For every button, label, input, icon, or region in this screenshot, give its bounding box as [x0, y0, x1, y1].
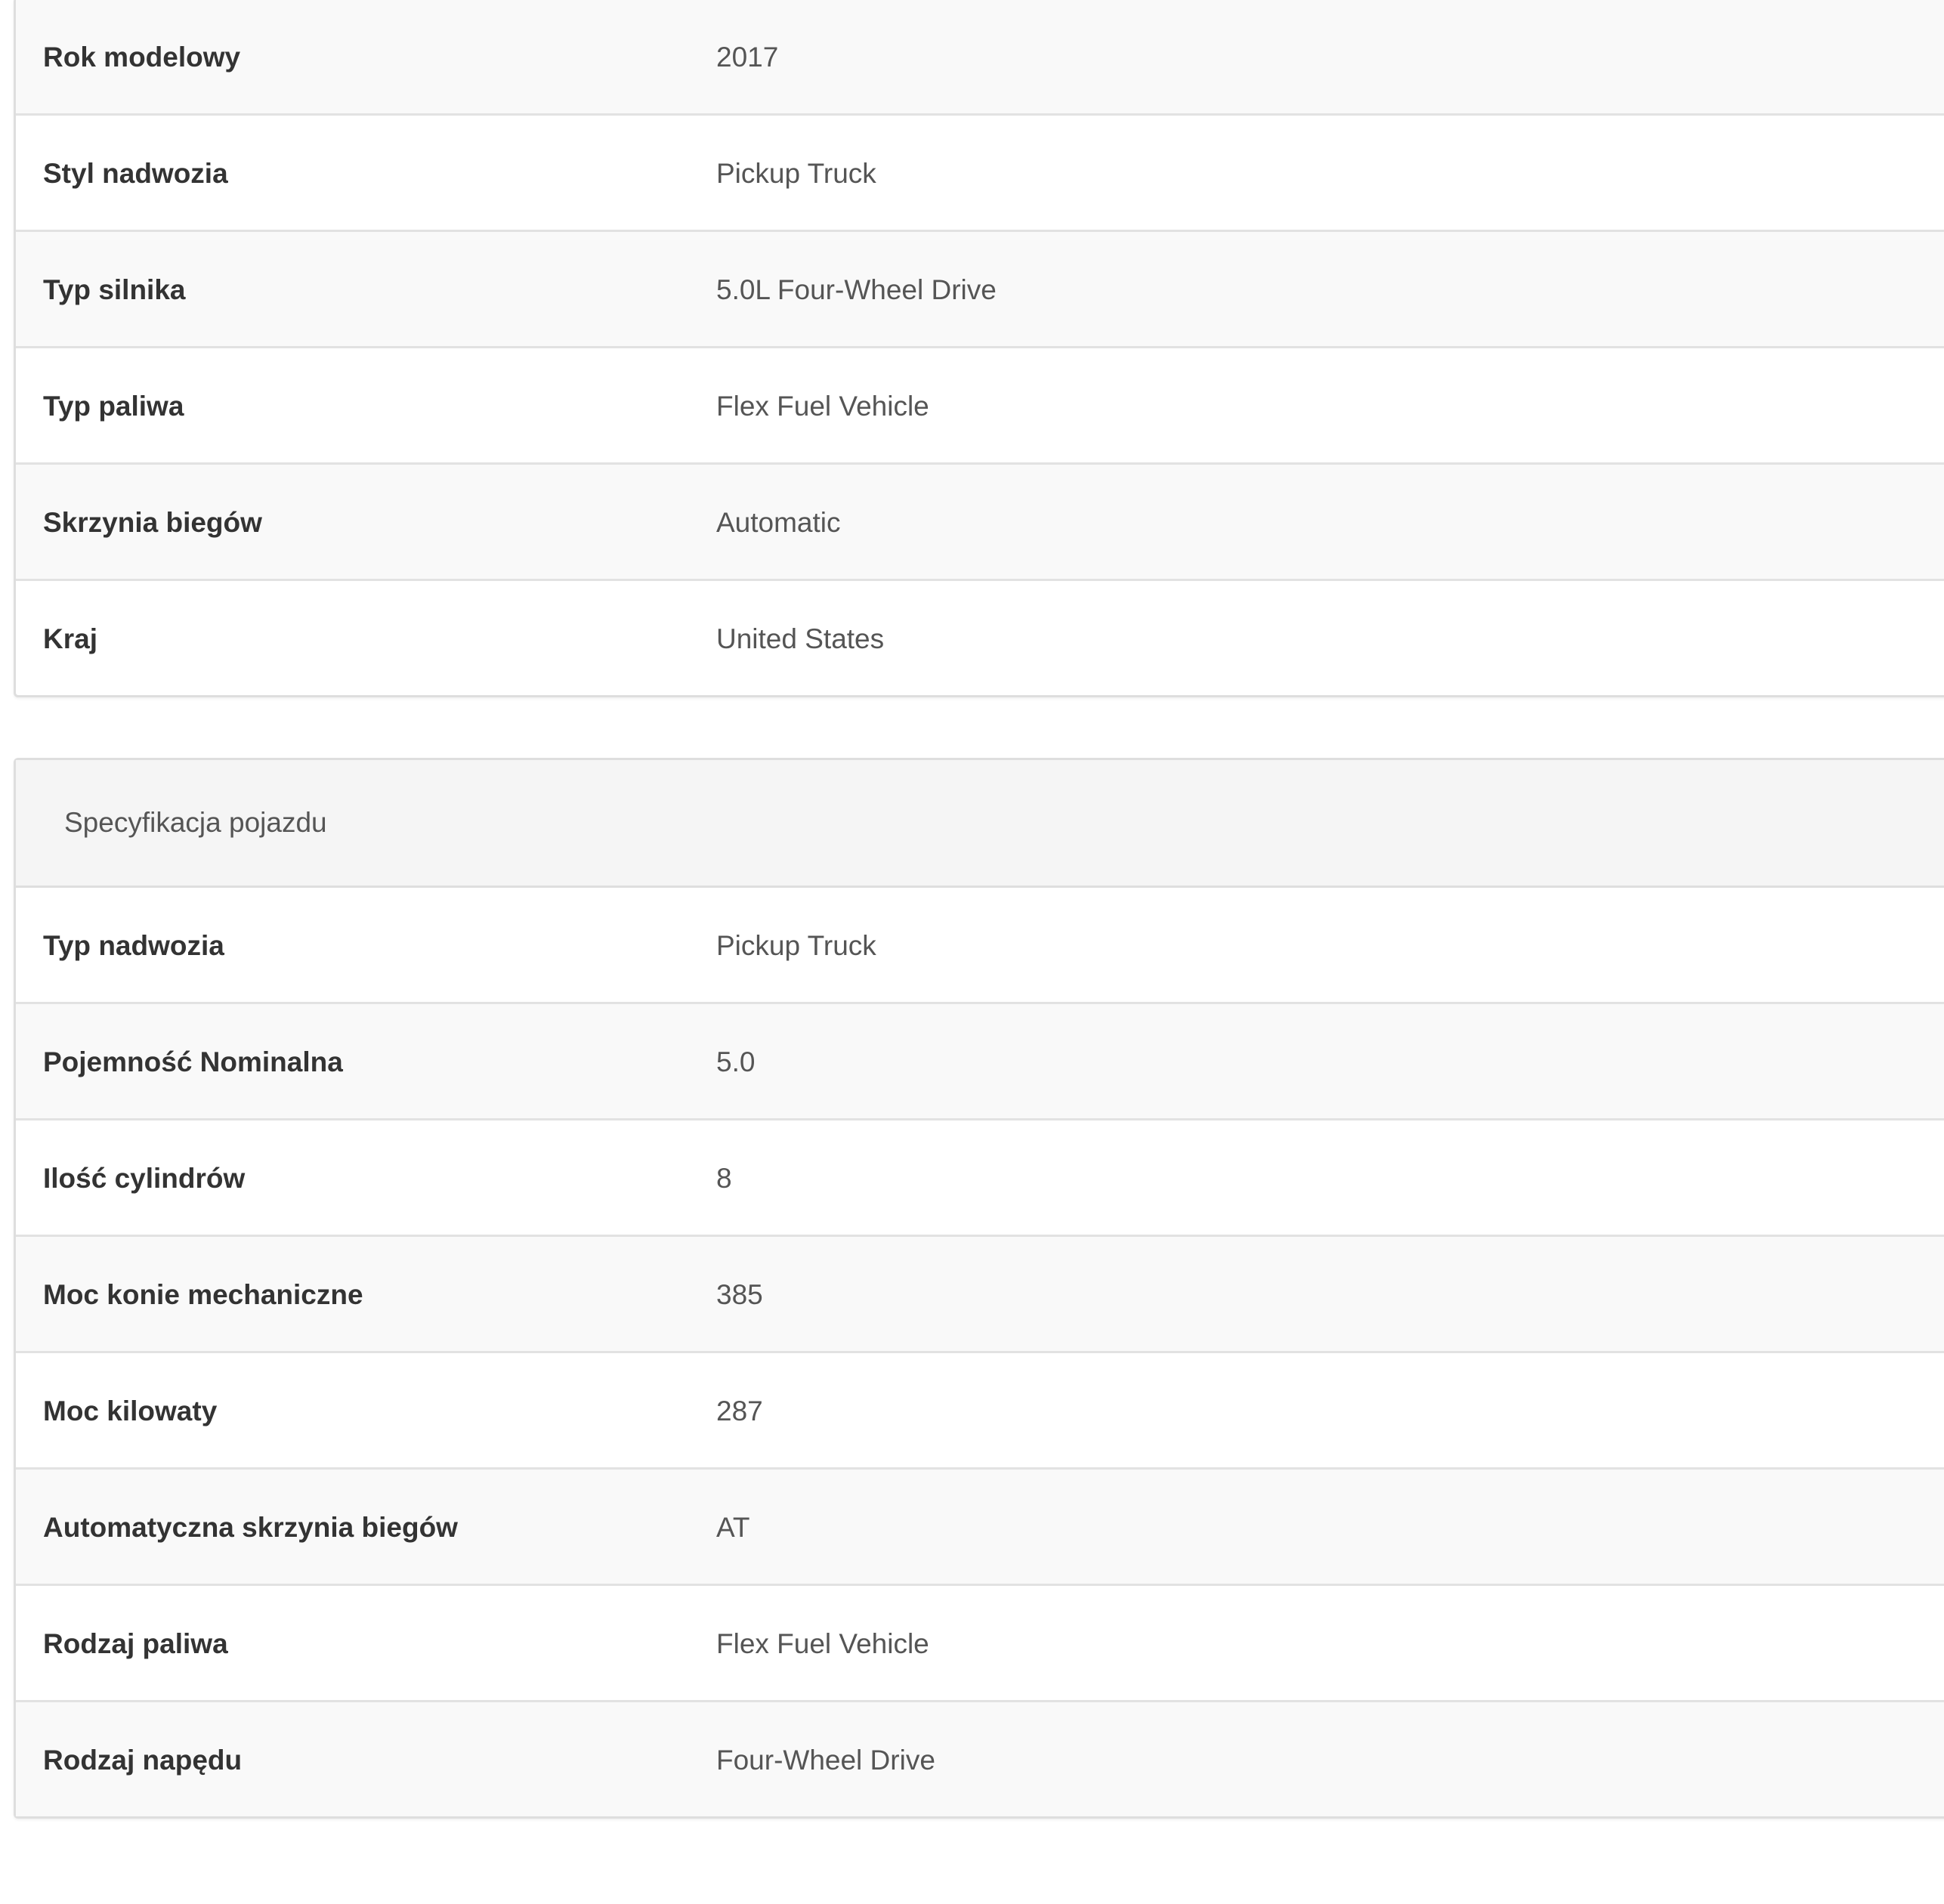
row-value: Four-Wheel Drive	[716, 1745, 935, 1776]
table-row: Typ nadwozia Pickup Truck	[16, 888, 1944, 1002]
row-label: Rodzaj napędu	[43, 1745, 243, 1776]
table-row: Rok modelowy 2017	[16, 0, 1944, 113]
row-value: Flex Fuel Vehicle	[716, 391, 929, 422]
row-value: 5.0L Four-Wheel Drive	[716, 274, 997, 305]
row-label: Automatyczna skrzynia biegów	[43, 1512, 458, 1543]
row-label: Kraj	[43, 623, 97, 654]
table-row: Pojemność Nominalna 5.0	[16, 1002, 1944, 1118]
table-row: Typ paliwa Flex Fuel Vehicle	[16, 346, 1944, 462]
row-label: Ilość cylindrów	[43, 1163, 246, 1194]
row-value: Automatic	[716, 507, 841, 538]
table-row: Moc kilowaty 287	[16, 1351, 1944, 1467]
row-label: Skrzynia biegów	[43, 507, 262, 538]
row-label: Rodzaj paliwa	[43, 1628, 228, 1659]
row-label: Rok modelowy	[43, 42, 241, 73]
table-row: Moc konie mechaniczne 385	[16, 1235, 1944, 1351]
table-row: Automatyczna skrzynia biegów AT	[16, 1467, 1944, 1584]
row-label: Typ silnika	[43, 274, 186, 305]
table-row: Ilość cylindrów 8	[16, 1118, 1944, 1235]
row-value: 287	[716, 1396, 763, 1426]
section-title: Specyfikacja pojazdu	[16, 760, 1944, 888]
row-value: 385	[716, 1279, 763, 1310]
row-value: 5.0	[716, 1046, 756, 1077]
vehicle-specs-table: Specyfikacja pojazdu Typ nadwozia Pickup …	[14, 758, 1944, 1819]
row-label: Styl nadwozia	[43, 158, 228, 189]
row-value: Pickup Truck	[716, 158, 876, 189]
row-value: United States	[716, 623, 885, 654]
table-row: Kraj United States	[16, 579, 1944, 695]
row-value: 8	[716, 1163, 732, 1194]
table-row: Skrzynia biegów Automatic	[16, 462, 1944, 579]
row-value: Flex Fuel Vehicle	[716, 1628, 929, 1659]
row-label: Typ paliwa	[43, 391, 184, 422]
row-value: AT	[716, 1512, 750, 1543]
row-value: Pickup Truck	[716, 930, 876, 961]
general-info-table: Rok modelowy 2017 Styl nadwozia Pickup Tru…	[14, 0, 1944, 697]
row-value: 2017	[716, 42, 779, 73]
table-row: Rodzaj napędu Four-Wheel Drive	[16, 1700, 1944, 1816]
table-row: Typ silnika 5.0L Four-Wheel Drive	[16, 230, 1944, 346]
table-row: Rodzaj paliwa Flex Fuel Vehicle	[16, 1584, 1944, 1700]
row-label: Moc konie mechaniczne	[43, 1279, 363, 1310]
row-label: Moc kilowaty	[43, 1396, 218, 1426]
row-label: Typ nadwozia	[43, 930, 224, 961]
row-label: Pojemność Nominalna	[43, 1046, 343, 1077]
table-row: Styl nadwozia Pickup Truck	[16, 113, 1944, 230]
